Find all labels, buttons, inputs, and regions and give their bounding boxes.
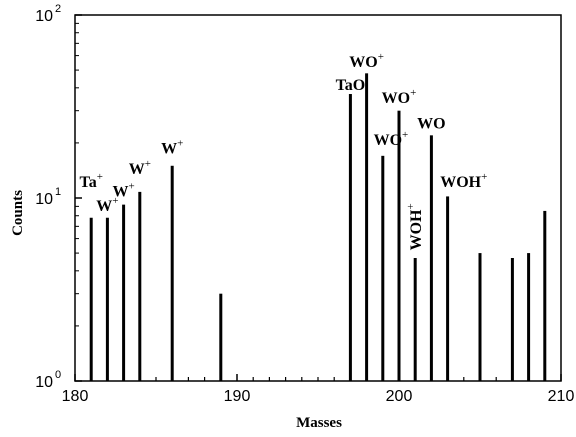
x-tick-label: 180 (62, 388, 89, 405)
peak-label: WOH+ (405, 203, 425, 250)
bar (105, 217, 109, 381)
bar (413, 258, 417, 381)
x-tick-label: 210 (548, 388, 575, 405)
bar (446, 196, 450, 381)
bar (397, 110, 401, 381)
y-axis-title: Counts (10, 190, 26, 236)
bar (122, 204, 126, 381)
y-tick-label: 10 (35, 8, 53, 25)
bar (170, 165, 174, 381)
bar (478, 253, 482, 381)
peak-label: TaO (336, 77, 366, 94)
y-tick-exponent: 0 (55, 369, 61, 381)
x-tick-label: 190 (224, 388, 251, 405)
bar (381, 155, 385, 381)
y-tick-exponent: 2 (55, 3, 61, 15)
peak-label: WO+ (374, 129, 409, 149)
peak-label: W+ (129, 158, 151, 178)
y-tick-label: 10 (35, 191, 53, 208)
y-tick-label: 10 (35, 374, 53, 391)
peak-label: W+ (96, 195, 118, 215)
x-axis-title: Masses (296, 415, 342, 431)
y-tick-exponent: 1 (55, 186, 61, 198)
x-tick-label: 200 (386, 388, 413, 405)
bars-layer (89, 73, 547, 382)
peak-label: Ta+ (79, 171, 102, 191)
peak-label: WO (417, 115, 445, 132)
peak-label: W+ (112, 180, 134, 200)
peak-label: WOH+ (440, 171, 487, 191)
plot-frame (74, 14, 562, 382)
bar (543, 210, 547, 381)
peak-label: W+ (161, 138, 183, 158)
bar (219, 293, 223, 381)
peak-label: WO+ (349, 51, 384, 71)
bar (365, 73, 369, 381)
bar (527, 253, 531, 381)
bar (138, 191, 142, 381)
bar (510, 258, 514, 381)
bar (429, 135, 433, 381)
bar (89, 217, 93, 381)
peak-label: WO+ (382, 87, 417, 107)
bar (348, 94, 352, 382)
